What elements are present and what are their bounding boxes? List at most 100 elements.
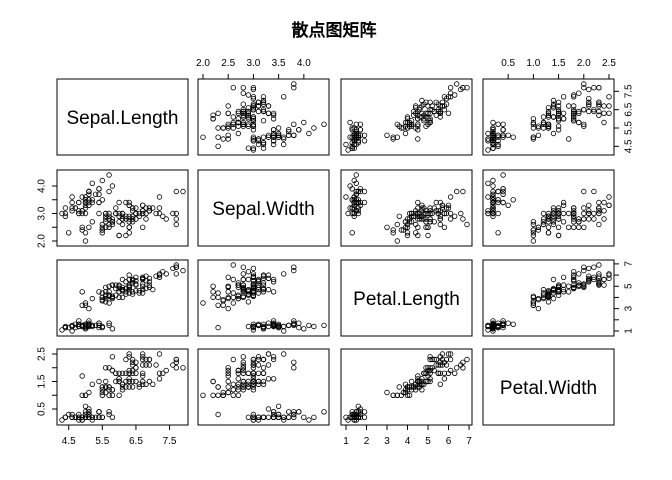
data-point <box>99 384 105 390</box>
data-point <box>146 284 153 291</box>
data-point <box>586 103 592 109</box>
data-point <box>270 127 277 133</box>
data-point <box>485 130 491 137</box>
data-point <box>495 138 501 144</box>
data-point <box>76 417 82 423</box>
data-point <box>591 264 597 270</box>
data-point <box>255 356 262 363</box>
data-point <box>240 362 246 368</box>
data-point <box>296 324 302 331</box>
data-point <box>260 365 267 371</box>
data-point <box>485 136 491 142</box>
data-point <box>281 134 287 140</box>
data-point <box>355 197 361 203</box>
data-point <box>454 188 460 195</box>
data-point <box>139 210 146 217</box>
data-point <box>555 210 562 217</box>
data-point <box>419 205 425 211</box>
data-point <box>250 116 257 122</box>
data-point <box>291 264 297 270</box>
data-point <box>230 300 236 306</box>
data-point <box>270 116 277 122</box>
data-point <box>540 286 547 293</box>
data-point <box>419 376 425 382</box>
data-point <box>240 365 246 371</box>
data-point <box>550 213 557 219</box>
data-point <box>576 216 582 222</box>
data-point <box>245 299 252 305</box>
data-point <box>510 197 516 203</box>
data-point <box>394 238 400 244</box>
data-point <box>180 365 186 371</box>
data-point <box>62 205 69 211</box>
variable-label-petal-length: Petal.Length <box>353 289 460 310</box>
data-point <box>210 378 216 385</box>
data-point <box>571 110 577 116</box>
data-point <box>240 112 246 118</box>
data-point <box>591 108 597 115</box>
data-point <box>415 210 421 217</box>
data-point <box>123 199 129 206</box>
data-point <box>435 370 441 376</box>
data-point <box>116 378 122 385</box>
data-point <box>143 210 149 217</box>
data-point <box>411 384 417 390</box>
data-point <box>571 112 577 118</box>
data-point <box>560 289 567 295</box>
data-point <box>606 202 612 208</box>
data-point <box>441 376 448 382</box>
data-point <box>170 265 176 272</box>
data-point <box>240 84 246 91</box>
panel-r2-c2: Sepal.Width <box>197 169 330 247</box>
data-point <box>250 136 257 142</box>
data-point <box>129 291 136 297</box>
tick-label: 1 <box>624 328 635 334</box>
data-point <box>245 112 252 118</box>
tick-label: 4.5 <box>624 139 635 153</box>
data-point <box>143 356 149 363</box>
data-point <box>286 322 292 329</box>
data-point <box>106 210 112 217</box>
data-point <box>306 417 312 423</box>
data-point <box>291 81 297 87</box>
data-point <box>126 202 132 208</box>
data-point <box>235 295 241 302</box>
data-point <box>270 409 277 415</box>
data-point <box>99 177 105 184</box>
data-point <box>240 123 246 129</box>
data-point <box>225 123 231 129</box>
data-point <box>116 213 122 219</box>
data-point <box>550 130 557 137</box>
data-point <box>106 293 112 299</box>
data-point <box>86 411 92 418</box>
data-point <box>406 216 413 222</box>
data-point <box>443 356 450 363</box>
data-point <box>250 381 257 387</box>
data-point <box>535 132 542 138</box>
data-point <box>591 216 597 222</box>
data-point <box>275 324 282 331</box>
data-point <box>275 411 282 418</box>
tick-label: 2.0 <box>196 58 210 69</box>
data-point <box>200 134 206 140</box>
data-point <box>102 365 109 371</box>
panel-r3-c3: Petal.Length <box>340 259 473 337</box>
data-point <box>139 286 146 293</box>
data-point <box>156 274 163 280</box>
data-point <box>250 327 257 333</box>
data-point <box>576 271 582 277</box>
data-point <box>347 119 353 126</box>
data-point <box>510 321 516 327</box>
data-point <box>351 134 357 140</box>
tick-label: 1 <box>343 436 349 447</box>
x-axis-col1: 4.5 5.5 6.5 7.5 <box>62 424 177 447</box>
data-point <box>530 227 537 233</box>
data-point <box>394 121 400 127</box>
data-point <box>96 210 102 217</box>
data-point <box>301 119 307 126</box>
data-point <box>92 414 99 420</box>
data-point <box>485 180 491 186</box>
data-point <box>82 302 89 308</box>
data-point <box>429 103 435 109</box>
data-point <box>89 180 95 186</box>
